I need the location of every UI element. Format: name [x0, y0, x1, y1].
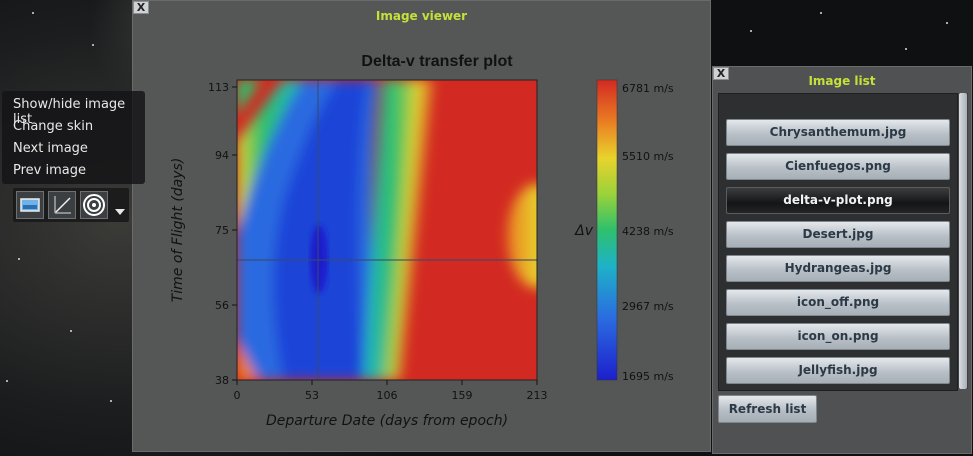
image-list-item[interactable]: Desert.jpg [726, 221, 950, 248]
image-list-item[interactable]: Hydrangeas.jpg [726, 255, 950, 282]
image-list-item[interactable]: Jellyfish.jpg [726, 357, 950, 384]
menu-item-next-image[interactable]: Next image [13, 141, 88, 156]
x-tick-label: 53 [305, 389, 319, 402]
image-list-item[interactable]: Chrysanthemum.jpg [726, 119, 950, 146]
menu-item-change-skin[interactable]: Change skin [13, 119, 94, 134]
image-list-panel: Chrysanthemum.jpg Cienfuegos.png delta-v… [718, 93, 958, 391]
graph-icon[interactable] [48, 191, 76, 219]
y-tick-label: 56 [215, 299, 229, 312]
refresh-list-button[interactable]: Refresh list [718, 395, 817, 423]
x-axis-label: Departure Date (days from epoch) [266, 413, 508, 429]
context-menu: Show/hide image list Change skin Next im… [2, 91, 145, 184]
x-tick-label: 159 [452, 389, 473, 402]
y-tick-label: 113 [208, 81, 229, 94]
image-list-title: Image list [808, 74, 876, 88]
y-axis-label: Time of Flight (days) [170, 158, 186, 303]
menu-item-prev-image[interactable]: Prev image [13, 163, 86, 178]
image-list-item[interactable]: Cienfuegos.png [726, 153, 950, 180]
colorbar-tick-label: 4238 m/s [622, 225, 674, 238]
image-list-item[interactable]: icon_on.png [726, 323, 950, 350]
dropdown-arrow-icon[interactable] [114, 201, 126, 220]
colorbar-label: Δv [574, 223, 594, 239]
image-list-item-selected[interactable]: delta-v-plot.png [726, 187, 950, 214]
image-list-scrollbar[interactable] [958, 93, 968, 389]
minimum-marker [310, 225, 328, 293]
heatmap-area [237, 80, 537, 380]
image-viewer-window: X Image viewer [132, 0, 711, 452]
target-icon[interactable] [80, 191, 108, 219]
image-list-close-button[interactable]: X [713, 67, 729, 80]
image-list-window: X Image list Chrysanthemum.jpg Cienfuego… [712, 66, 972, 454]
colorbar-tick-label: 6781 m/s [622, 82, 674, 95]
image-icon[interactable] [16, 191, 44, 219]
image-list-item[interactable]: icon_off.png [726, 289, 950, 316]
colorbar-tick-label: 2967 m/s [622, 300, 674, 313]
x-tick-label: 0 [234, 389, 241, 402]
viewer-title: Image viewer [375, 9, 468, 23]
icon-toolbar [13, 188, 129, 222]
scrollbar-thumb[interactable] [959, 93, 967, 389]
viewer-close-button[interactable]: X [133, 1, 149, 14]
x-tick-label: 213 [527, 389, 548, 402]
colorbar-tick-label: 5510 m/s [622, 150, 674, 163]
y-tick-label: 38 [215, 374, 229, 387]
y-tick-label: 94 [215, 149, 229, 162]
colorbar-tick-label: 1695 m/s [622, 370, 674, 383]
x-tick-label: 106 [377, 389, 398, 402]
plot-title: Delta-v transfer plot [361, 53, 513, 70]
colorbar [596, 79, 618, 381]
delta-v-plot: Delta-v transfer plot [170, 53, 674, 429]
menu-item-toggle-image-list[interactable]: Show/hide image list [13, 97, 126, 127]
y-tick-label: 75 [215, 224, 229, 237]
